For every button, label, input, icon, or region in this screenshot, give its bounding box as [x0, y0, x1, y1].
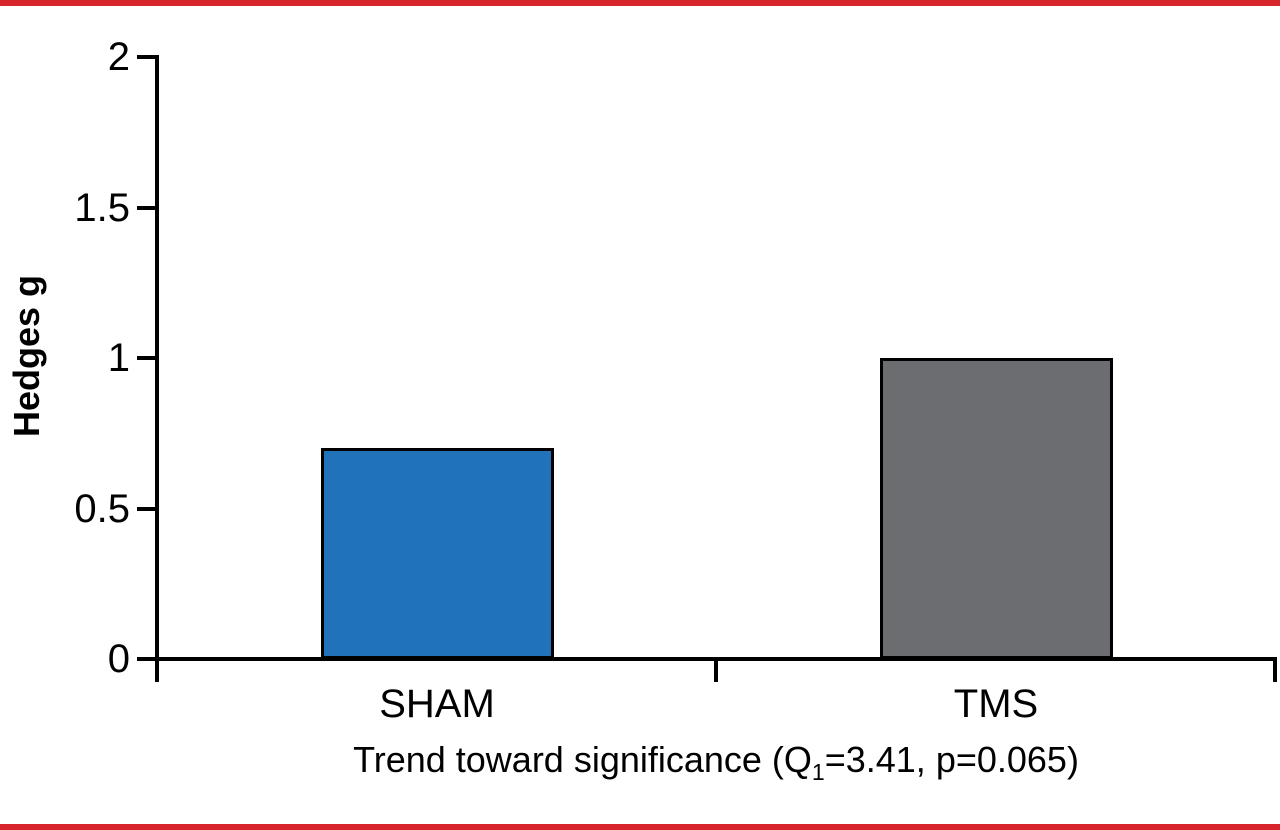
x-axis-tick — [714, 659, 718, 682]
y-axis-tick — [137, 657, 157, 661]
y-axis-title: Hedges g — [6, 274, 47, 438]
x-axis-tick — [155, 659, 159, 682]
caption-prefix: Trend toward significance (Q — [353, 739, 812, 780]
bottom-border-line — [0, 824, 1280, 830]
x-axis-tick — [1273, 659, 1277, 682]
caption-suffix: =3.41, p=0.065) — [824, 739, 1079, 780]
bar-tms — [879, 358, 1113, 659]
category-label-tms: TMS — [953, 682, 1039, 726]
y-tick-label: 2 — [107, 35, 130, 79]
y-tick-label: 0 — [107, 637, 130, 681]
y-tick-label: 1 — [107, 336, 130, 380]
y-tick-label: 0.5 — [74, 486, 130, 531]
y-axis-tick — [137, 506, 157, 511]
y-tick-label: 1.5 — [74, 185, 130, 230]
y-axis-tick — [137, 356, 157, 360]
y-axis-line — [155, 55, 159, 677]
top-border-line — [0, 0, 1280, 6]
y-axis-tick — [137, 205, 157, 210]
bar-sham — [320, 448, 554, 659]
x-axis-caption: Trend toward significance (Q1=3.41, p=0.… — [353, 738, 1079, 786]
y-axis-tick — [137, 55, 157, 59]
category-label-sham: SHAM — [379, 682, 495, 726]
x-axis-line — [137, 657, 1277, 661]
caption-subscript: 1 — [811, 759, 825, 786]
